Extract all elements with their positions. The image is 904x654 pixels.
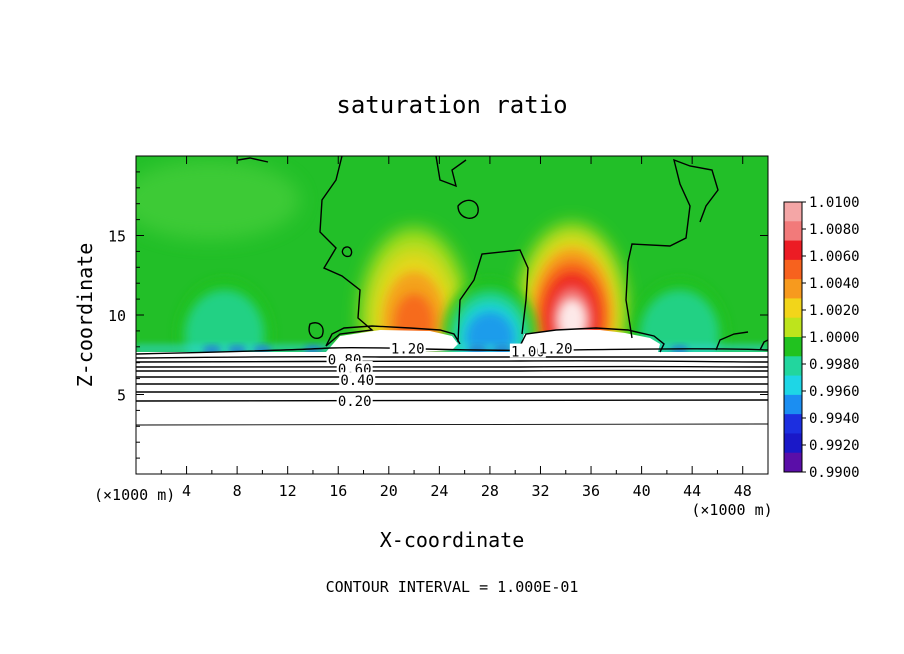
x-tick-label: 28 (481, 482, 499, 500)
x-tick-label: 8 (233, 482, 242, 500)
y-tick-label: 15 (108, 228, 126, 246)
colorbar-label: 0.9960 (809, 384, 860, 400)
contour-line (136, 376, 768, 378)
contour-label: 1.20 (391, 341, 425, 357)
x-tick-label: 24 (430, 482, 448, 500)
contour-label-bg (339, 372, 376, 387)
colorbar-swatch (784, 375, 802, 396)
contour-line (457, 199, 479, 219)
contour-line (457, 249, 529, 343)
colorbar-label: 1.0080 (809, 222, 860, 238)
x-tick-label: 32 (531, 482, 549, 500)
contour-label: 0.20 (338, 394, 372, 410)
x-axis-label: X-coordinate (380, 528, 525, 552)
colorbar-label: 0.9900 (809, 465, 860, 481)
contour-line (319, 156, 374, 347)
contour-line (136, 360, 768, 363)
colorbar-label: 1.0060 (809, 249, 860, 265)
colorbar-swatch (784, 394, 802, 415)
colorbar-swatch (784, 240, 802, 261)
contour-line (136, 365, 768, 368)
contour-line (136, 383, 768, 385)
contour-line (341, 246, 353, 258)
x-tick-label: 16 (329, 482, 347, 500)
colorbar-swatch (784, 202, 802, 222)
colorbar-swatch (784, 452, 802, 473)
colorbar-swatch (784, 317, 802, 338)
colorbar-swatch (784, 356, 802, 377)
contour-line (625, 158, 719, 339)
contour-line (519, 327, 665, 353)
colorbar-label: 1.0020 (809, 303, 860, 319)
plot-area: 1.20 1.001.200.800.600.400.20 4 8 12 16 20 24 2… (108, 155, 769, 500)
contour-line (715, 331, 749, 351)
light-band (136, 160, 300, 240)
y-tick-label: 5 (117, 387, 126, 405)
colorbar-label: 1.0100 (809, 195, 860, 211)
x-tick-label: 40 (633, 482, 651, 500)
x-unit-left: (×1000 m) (94, 486, 175, 504)
contour-line (136, 355, 768, 359)
contour-label: 0.40 (340, 373, 374, 389)
contour-line (136, 423, 768, 426)
colorbar: 1.0100 1.0080 1.0060 1.0040 1.0020 1.0000 0.99… (783, 195, 860, 481)
contour-line (308, 322, 324, 340)
contour-line (435, 156, 467, 188)
y-tick-label: 10 (108, 307, 126, 325)
field: 1.20 1.001.200.800.600.400.20 (136, 156, 768, 474)
x-axis-ticks: 4 8 12 16 20 24 28 32 36 40 44 48 (160, 156, 769, 500)
x-tick-label: 20 (380, 482, 398, 500)
contour-label: 1.20 (539, 341, 573, 357)
contour-line (136, 399, 768, 402)
x-tick-label: 36 (582, 482, 600, 500)
x-unit-right: (×1000 m) (691, 501, 772, 519)
colorbar-swatch (784, 279, 802, 299)
contour-label-bg (336, 392, 373, 407)
contour-line (136, 346, 768, 355)
contour-label-bg (509, 343, 546, 358)
contour-label: 1.00 (511, 345, 545, 361)
contour-label-bg (389, 340, 426, 355)
y-axis-label: Z-coordinate (73, 243, 97, 388)
colorbar-swatch (784, 259, 802, 280)
x-tick-label: 48 (734, 482, 752, 500)
contours (136, 156, 768, 426)
colorbar-swatch (784, 337, 802, 357)
colorbar-swatch (784, 221, 802, 242)
contour-line (759, 339, 768, 351)
colorbar-swatch (784, 433, 802, 454)
y-axis-ticks: 5 10 15 (108, 171, 768, 459)
x-tick-label: 4 (182, 482, 191, 500)
colorbar-label: 0.9980 (809, 357, 860, 373)
contour-line (136, 369, 768, 372)
colorbar-label: 1.0000 (809, 330, 860, 346)
contour-label-bg (537, 340, 574, 355)
colorbar-swatch (784, 414, 802, 434)
colorbar-label: 0.9920 (809, 438, 860, 454)
subsaturated-region (136, 352, 768, 474)
x-tick-label: 12 (279, 482, 297, 500)
contour-line (237, 157, 269, 163)
colorbar-label: 1.0040 (809, 276, 860, 292)
contour-line (325, 325, 461, 347)
contour-interval-note: CONTOUR INTERVAL = 1.000E-01 (326, 578, 579, 596)
contour-line (136, 391, 768, 393)
contour-labels: 1.20 1.001.200.800.600.400.20 (326, 340, 574, 410)
chart-title: saturation ratio (336, 91, 567, 119)
colorbar-swatch (784, 298, 802, 319)
x-tick-label: 44 (683, 482, 701, 500)
colorbar-label: 0.9940 (809, 411, 860, 427)
contour-label-bg (336, 361, 373, 376)
